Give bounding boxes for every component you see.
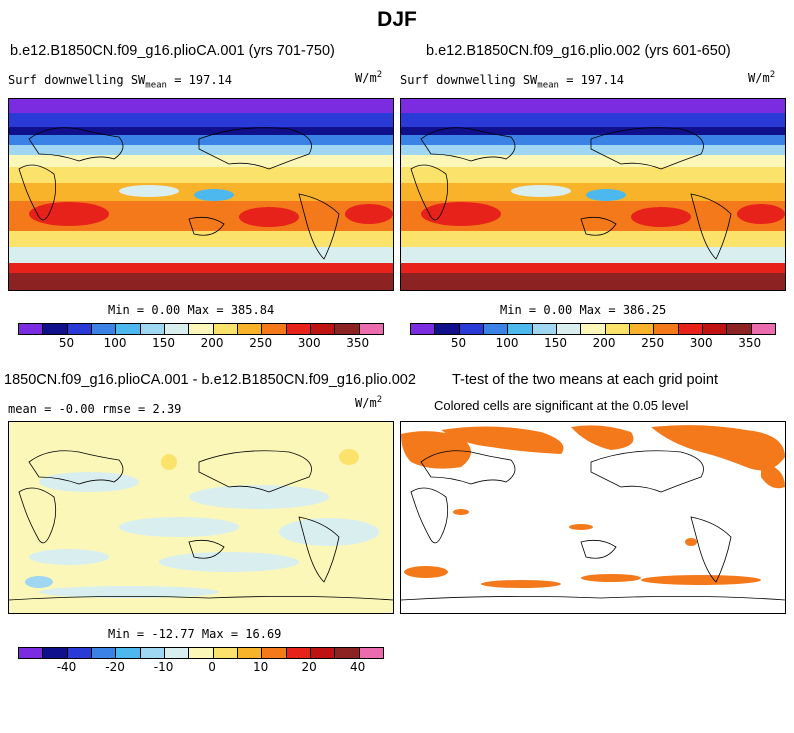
colorbar-tick-label: -20 [105,660,125,674]
cbar-tr-3 [483,324,509,334]
colorbar-tick-label: 250 [641,336,665,350]
cbar-tl-7 [189,324,214,334]
cbar-tl-2 [67,324,92,334]
cbar-bl-2 [67,648,92,658]
cbar-tl-0 [19,324,44,334]
cbar-tl-10 [262,324,287,334]
cbar-tr-6 [556,324,582,334]
cbar-tr-9 [629,324,655,334]
var-label-top-right: Surf downwelling SWmean = 197.14 [400,73,624,91]
cbar-tl-3 [91,324,117,334]
cbar-tr-1 [435,324,460,334]
colorbar-tick-label: 300 [297,336,321,350]
map-bottom-left [8,421,394,614]
cbar-bl-12 [310,648,336,658]
cbar-tl-1 [43,324,68,334]
minmax-bottom-left: Min = -12.77 Max = 16.69 [108,627,282,641]
colorbar-tick-label: 200 [592,336,616,350]
cbar-tl-8 [213,324,238,334]
colorbar-tick-label: 100 [495,336,519,350]
cbar-tl-5 [140,324,165,334]
colorbar-tick-label: 250 [249,336,273,350]
cbar-tr-10 [654,324,679,334]
panel-title-bottom-left: 1850CN.f09_g16.plioCA.001 - b.e12.B1850C… [4,372,416,388]
cbar-bl-6 [164,648,190,658]
cbar-tl-4 [116,324,141,334]
cbar-tl-13 [335,324,360,334]
panel-title-bottom-right: T-test of the two means at each grid poi… [452,372,718,388]
cbar-bl-9 [237,648,263,658]
colorbar-tick-label: 100 [103,336,127,350]
cbar-tr-13 [727,324,752,334]
cbar-tl-6 [164,324,190,334]
colorbar-tick-label: 40 [350,660,366,674]
colorbar-tick-label: 10 [253,660,269,674]
cbar-bl-8 [213,648,238,658]
cbar-bl-11 [286,648,311,658]
cbar-tr-12 [702,324,728,334]
colorbar-tick-label: 300 [689,336,713,350]
cbar-tr-0 [411,324,436,334]
cbar-tl-14 [359,324,383,334]
colorbar-tick-label: -10 [153,660,174,674]
cbar-bl-4 [116,648,141,658]
cbar-tl-12 [310,324,336,334]
cbar-tr-2 [459,324,484,334]
cbar-bl-1 [43,648,68,658]
minmax-top-right: Min = 0.00 Max = 386.25 [500,303,667,317]
colorbar-tick-label: 350 [346,336,370,350]
cbar-bl-10 [262,648,287,658]
colorbar-tick-label: 50 [450,336,467,350]
cbar-tl-11 [286,324,311,334]
cbar-tr-5 [532,324,557,334]
cbar-bl-7 [189,648,214,658]
cbar-bl-5 [140,648,165,658]
units-bottom-left: W/m2 [355,395,383,410]
colorbar-tick-label: 350 [738,336,762,350]
cbar-tr-7 [581,324,606,334]
map-top-left [8,98,394,291]
map-top-right [400,98,786,291]
cbar-bl-13 [335,648,360,658]
cbar-tr-4 [508,324,533,334]
page-title: DJF [377,8,417,31]
colorbar-tick-label: 50 [58,336,75,350]
colorbar-tick-label: 150 [544,336,568,350]
cbar-tr-8 [605,324,630,334]
colorbar-tick-label: 150 [152,336,176,350]
colorbar-top-left [18,323,384,335]
colorbar-bottom-left [18,647,384,659]
colorbar-tick-label: 0 [208,660,216,674]
cbar-bl-3 [91,648,117,658]
cbar-tr-11 [678,324,703,334]
colorbar-tick-label: 20 [301,660,317,674]
units-top-left: W/m2 [355,70,383,85]
map-bottom-right [400,421,786,614]
colorbar-tick-label: -40 [56,660,77,674]
var-label-top-left: Surf downwelling SWmean = 197.14 [8,73,232,91]
cbar-tr-14 [751,324,775,334]
panel-title-top-right: b.e12.B1850CN.f09_g16.plio.002 (yrs 601-… [426,43,731,59]
subtitle-bottom-right: Colored cells are significant at the 0.0… [434,398,689,413]
cbar-bl-0 [19,648,44,658]
panel-title-top-left: b.e12.B1850CN.f09_g16.plioCA.001 (yrs 70… [10,43,335,59]
cbar-tl-9 [237,324,263,334]
cbar-bl-14 [359,648,383,658]
units-top-right: W/m2 [748,70,776,85]
colorbar-top-right [410,323,776,335]
colorbar-tick-label: 200 [200,336,224,350]
minmax-top-left: Min = 0.00 Max = 385.84 [108,303,275,317]
stats-bottom-left: mean = -0.00 rmse = 2.39 [8,402,182,416]
